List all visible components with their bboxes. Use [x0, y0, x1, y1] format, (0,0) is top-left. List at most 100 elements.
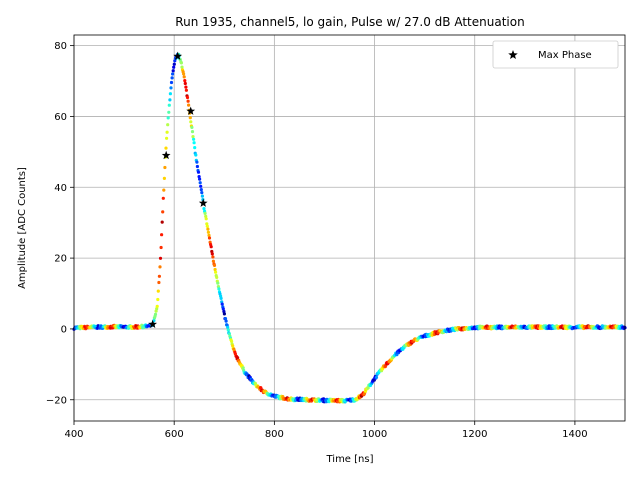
sample-point — [164, 146, 168, 150]
y-tick-label: 80 — [54, 41, 67, 52]
sample-point — [214, 270, 218, 274]
sample-point — [190, 125, 194, 129]
legend-star — [508, 50, 518, 60]
sample-point — [222, 312, 226, 316]
sample-point — [199, 184, 203, 188]
sample-point — [171, 72, 175, 76]
x-axis-label: Time [ns] — [325, 454, 373, 465]
sample-point — [204, 217, 208, 221]
sample-point — [241, 366, 245, 370]
y-axis: −20 0 20 40 60 80 — [46, 41, 74, 406]
sample-point — [226, 328, 230, 332]
sample-point — [366, 386, 370, 390]
y-tick-label: 0 — [61, 324, 67, 335]
sample-point — [158, 265, 162, 269]
sample-point — [161, 196, 165, 200]
sample-point — [156, 289, 160, 293]
sample-point — [172, 65, 176, 69]
sample-point — [184, 85, 188, 89]
x-tick-label: 400 — [64, 429, 83, 440]
sample-point — [169, 80, 174, 85]
sample-point — [374, 375, 379, 379]
sample-point — [198, 181, 202, 185]
sample-point — [182, 72, 186, 76]
sample-point — [166, 123, 170, 127]
x-tick-label: 1000 — [362, 429, 387, 440]
x-tick-label: 1400 — [562, 429, 587, 440]
sample-point — [168, 92, 172, 96]
max-phase-star — [148, 319, 158, 329]
sample-point — [202, 207, 206, 211]
sample-point — [210, 252, 214, 256]
sample-point — [205, 222, 209, 226]
sample-point — [155, 304, 159, 308]
sample-point — [210, 249, 214, 254]
sample-point — [206, 230, 210, 234]
sample-point — [203, 211, 207, 215]
sample-point — [192, 137, 196, 141]
sample-point — [198, 177, 202, 181]
sample-point — [165, 130, 169, 134]
sample-point — [157, 274, 161, 278]
x-tick-label: 600 — [165, 429, 184, 440]
sample-point — [170, 76, 174, 80]
scatter-points — [72, 52, 627, 404]
sample-point — [172, 62, 176, 66]
max-phase-points — [148, 51, 208, 329]
sample-point — [189, 120, 193, 124]
max-phase-star — [198, 198, 208, 207]
sample-point — [230, 339, 234, 343]
sample-point — [157, 280, 161, 285]
max-phase-star — [186, 106, 196, 115]
sample-point — [188, 116, 192, 120]
sample-point — [182, 75, 186, 79]
legend-label: Max Phase — [538, 50, 592, 61]
legend: Max Phase — [492, 40, 619, 69]
sample-point — [192, 141, 196, 145]
sample-point — [169, 86, 173, 90]
sample-point — [199, 188, 203, 192]
sample-point — [209, 245, 213, 249]
sample-point — [167, 110, 171, 114]
sample-point — [223, 317, 228, 321]
sample-point — [219, 296, 223, 300]
grid — [73, 35, 625, 421]
y-axis-label: Amplitude [ADC Counts] — [17, 167, 28, 289]
sample-point — [190, 130, 195, 134]
sample-point — [158, 256, 163, 260]
sample-point — [162, 188, 166, 192]
sample-point — [165, 136, 169, 140]
sample-point — [167, 103, 171, 107]
sample-point — [197, 175, 201, 179]
max-phase-star — [173, 51, 183, 60]
sample-point — [154, 309, 158, 313]
sample-point — [207, 236, 212, 240]
sample-point — [187, 103, 191, 107]
sample-point — [160, 220, 164, 224]
sample-point — [160, 233, 164, 237]
sample-point — [222, 309, 226, 314]
plot-frame — [73, 34, 626, 422]
sample-point — [186, 99, 190, 103]
sample-point — [220, 302, 224, 306]
sample-point — [200, 194, 204, 198]
sample-point — [161, 210, 165, 214]
sample-point — [185, 95, 190, 100]
x-tick-label: 800 — [265, 429, 284, 440]
sample-point — [200, 191, 204, 195]
sample-point — [196, 170, 201, 174]
y-tick-label: −20 — [46, 395, 67, 406]
y-tick-label: 40 — [54, 183, 67, 194]
chart-title: Run 1935, channel5, lo gain, Pulse w/ 27… — [175, 15, 524, 29]
sample-point — [179, 61, 183, 65]
sample-point — [195, 164, 199, 169]
sample-point — [211, 259, 215, 263]
sample-point — [206, 227, 210, 231]
sample-point — [184, 88, 188, 92]
sample-point — [207, 233, 211, 237]
sample-point — [153, 312, 158, 316]
sample-point — [163, 165, 167, 170]
sample-point — [195, 160, 199, 164]
sample-point — [217, 287, 221, 291]
legend-star-icon — [508, 50, 518, 60]
